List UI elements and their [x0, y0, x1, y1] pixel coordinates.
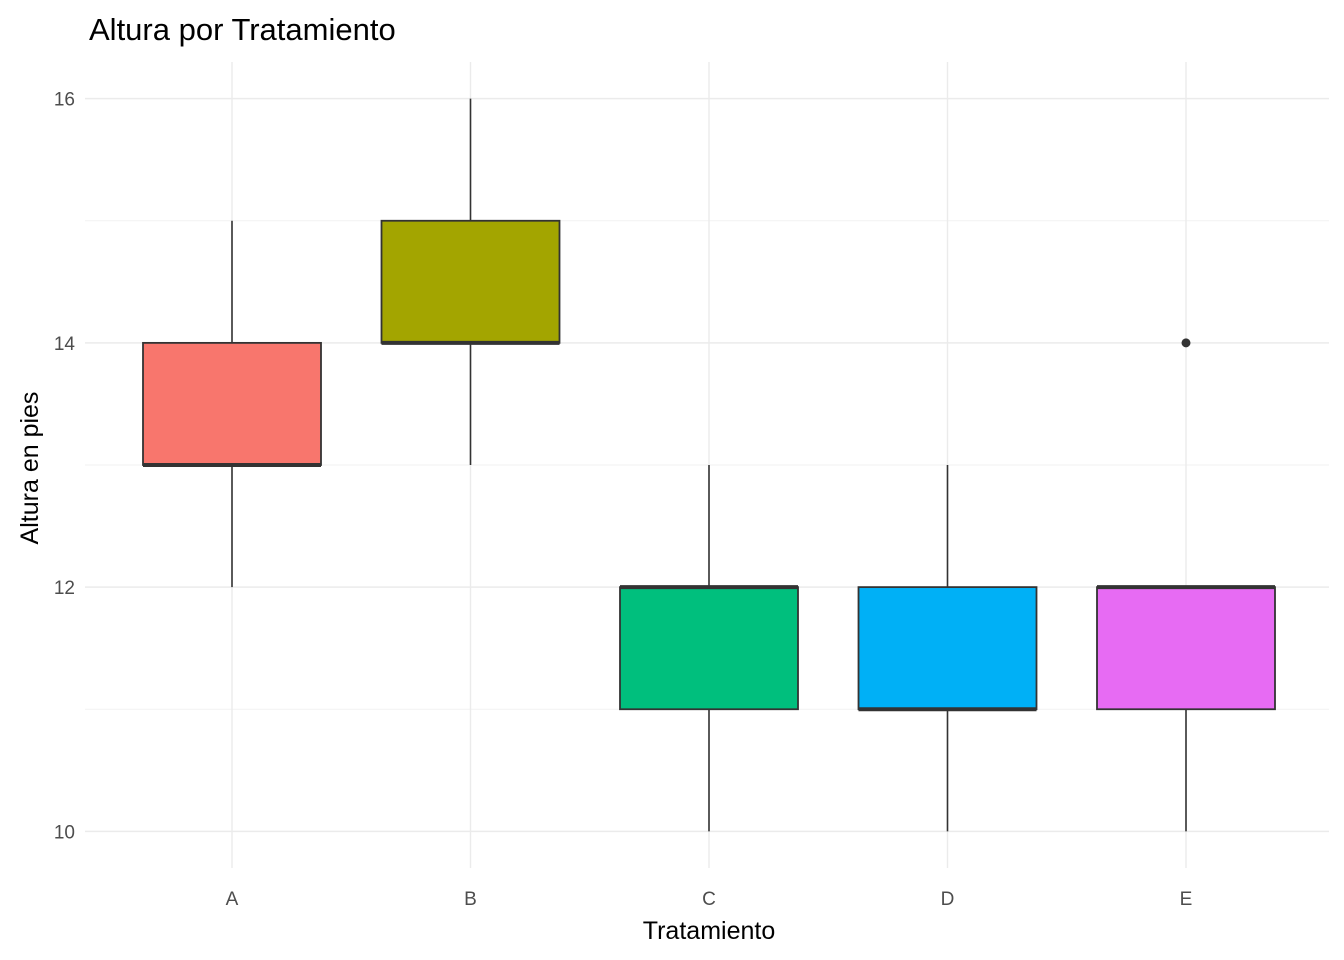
box-E: [1096, 338, 1276, 832]
chart-title: Altura por Tratamiento: [89, 12, 396, 47]
box-rect: [857, 586, 1038, 711]
x-tick-label: A: [226, 889, 239, 910]
box-rect: [380, 219, 561, 344]
x-axis-title: Tratamiento: [643, 917, 775, 945]
y-tick-label: 16: [54, 90, 75, 111]
box-rect: [619, 586, 799, 711]
y-tick-label: 12: [54, 578, 75, 599]
box-A: [142, 220, 322, 588]
box-rect: [1096, 586, 1276, 711]
y-axis-title: Altura en pies: [16, 392, 44, 545]
tick-labels: 10 12 14 16 A B C D E: [54, 90, 1192, 910]
outlier-point: [1181, 338, 1191, 348]
y-tick-label: 10: [54, 822, 75, 843]
box-D: [857, 465, 1038, 832]
x-tick-label: C: [702, 889, 716, 910]
box-B: [380, 98, 561, 465]
y-tick-label: 14: [54, 334, 76, 355]
x-tick-label: E: [1180, 889, 1193, 910]
box-C: [619, 465, 799, 832]
x-tick-label: B: [464, 889, 477, 910]
x-tick-label: D: [941, 889, 955, 910]
boxes: [142, 98, 1276, 832]
box-rect: [142, 341, 322, 466]
